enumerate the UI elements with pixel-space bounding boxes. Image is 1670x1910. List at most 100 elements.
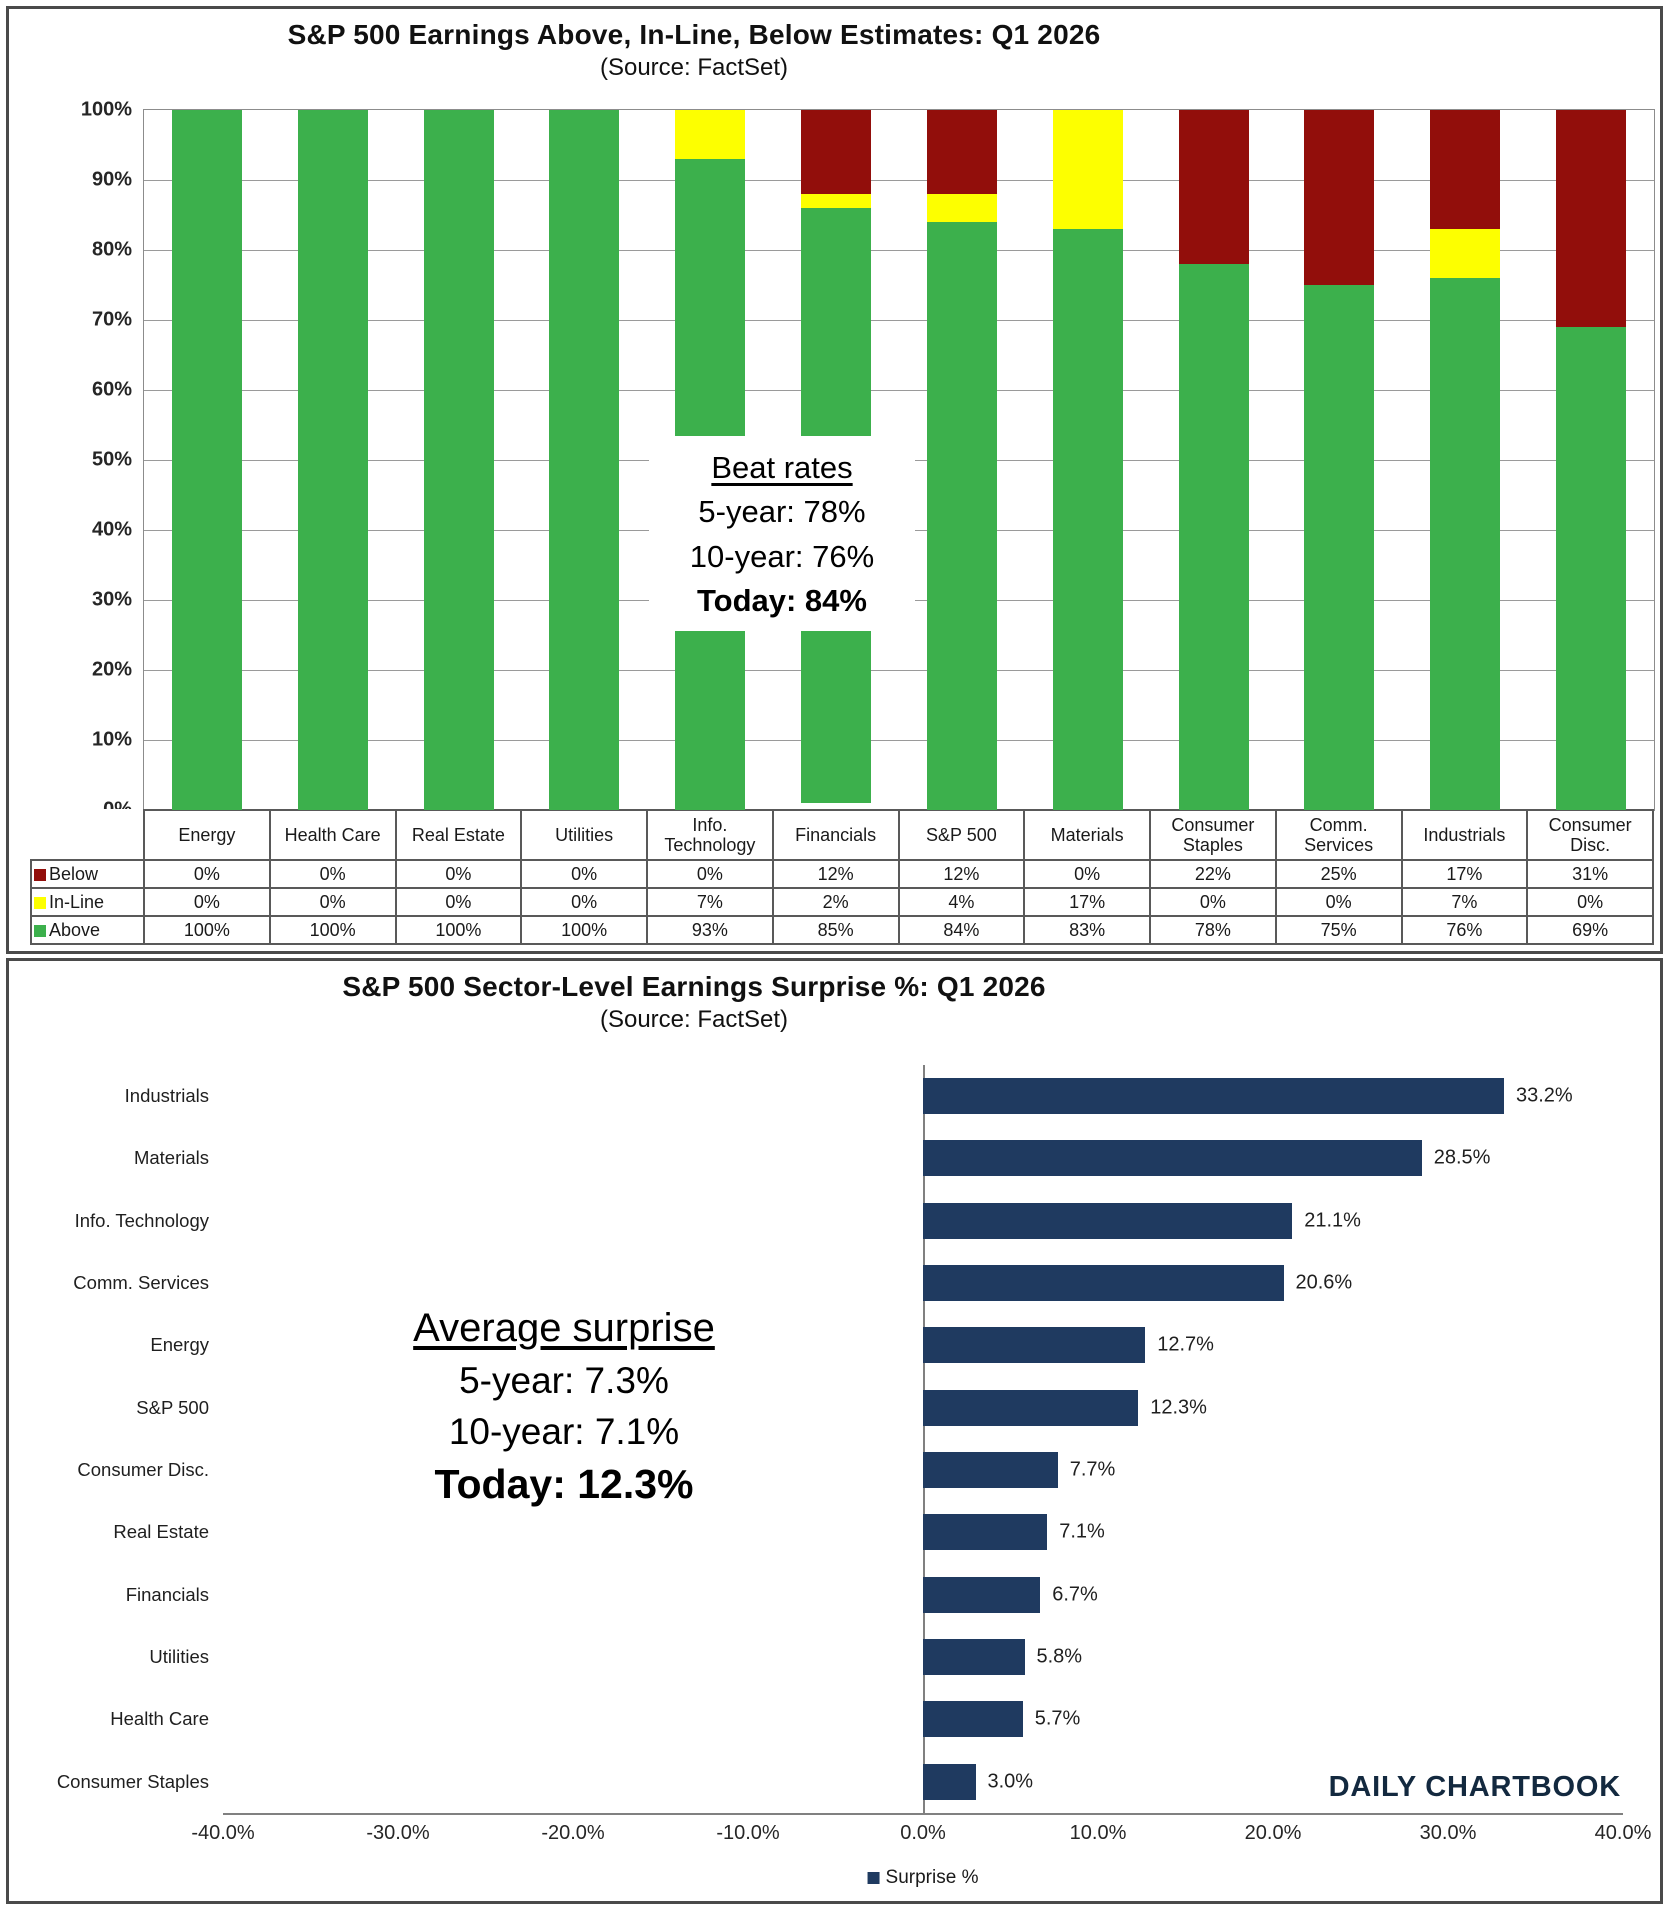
average-surprise-annotation: Average surprise 5-year: 7.3% 10-year: 7… [329, 1301, 799, 1512]
below-segment [1178, 110, 1249, 264]
table-cell: 0% [268, 859, 397, 889]
table-cell: 0% [1149, 887, 1277, 917]
bar-row-materials: Materials 28.5% [134, 1127, 1623, 1189]
bar-s-p-500 [923, 1389, 1139, 1426]
table-cell: 2% [771, 887, 900, 917]
bar-row-energy: Energy 12.7% [150, 1314, 1623, 1376]
category-label: Real Estate [113, 1521, 209, 1543]
annotation-heading: Average surprise [413, 1306, 715, 1350]
chart2-legend: Surprise % [867, 1867, 978, 1889]
category-label: Financials [125, 1583, 209, 1605]
table-body: Below 0% 0% 0% 0% 0% 12% 12% 0% 22% 25% 17% 31% In-Li… [30, 859, 1654, 945]
column-header-health-care: Health Care [268, 809, 397, 861]
stacked-bar-materials [1052, 110, 1123, 810]
y-axis-tick-label: 60% [91, 378, 132, 401]
table-cell: 7% [646, 887, 774, 917]
legend-swatch-below [34, 868, 46, 881]
stacked-bar-industrials [1430, 110, 1501, 810]
category-label: Utilities [149, 1646, 209, 1668]
table-cell: 0% [394, 887, 523, 917]
stacked-bar-real-estate [423, 110, 494, 810]
bar-info-technology [923, 1202, 1293, 1239]
x-axis-tick-label: 30.0% [1419, 1822, 1477, 1844]
below-segment [1556, 110, 1627, 327]
table-cell: 78% [1149, 915, 1277, 945]
category-label: Materials [133, 1147, 209, 1169]
column-header-industrials: Industrials [1400, 809, 1529, 861]
series-name: Below [49, 863, 99, 884]
in-line-segment [926, 194, 997, 222]
bar-row-comm-services: Comm. Services 20.6% [73, 1252, 1623, 1314]
table-cell: 0% [520, 859, 648, 889]
above-segment [1178, 264, 1249, 810]
category-label: Energy [150, 1334, 209, 1356]
column-header-consumer-disc: Consumer Disc. [1526, 809, 1654, 861]
table-cell: 100% [520, 915, 648, 945]
chart1-title-block: S&P 500 Earnings Above, In-Line, Below E… [9, 19, 1379, 82]
series-name: Above [49, 919, 101, 940]
annotation-line-5yr: 5-year: 78% [698, 494, 866, 530]
value-label: 6.7% [1052, 1583, 1098, 1606]
table-cell: 0% [1526, 887, 1654, 917]
series-name: In-Line [49, 891, 105, 912]
stacked-bar-energy [171, 110, 242, 810]
chart2-subtitle: (Source: FactSet) [599, 1006, 789, 1033]
x-axis-tick-label: 40.0% [1594, 1822, 1652, 1844]
below-segment [801, 110, 872, 194]
table-cell: 0% [646, 859, 774, 889]
table-cell: 17% [1400, 859, 1529, 889]
annotation-line-5yr: 5-year: 7.3% [459, 1360, 669, 1402]
x-axis-tick-label: 0.0% [900, 1822, 946, 1844]
category-label: Consumer Staples [56, 1770, 209, 1792]
y-axis-tick-label: 90% [91, 168, 132, 191]
table-cell: 93% [646, 915, 774, 945]
bar-real-estate [923, 1514, 1048, 1551]
table-row-below: Below 0% 0% 0% 0% 0% 12% 12% 0% 22% 25% 17% 31% [30, 859, 1654, 889]
gridline [144, 390, 1654, 391]
annotation-line-today: Today: 12.3% [434, 1461, 694, 1508]
table-row-above: Above 100% 100% 100% 100% 93% 85% 84% 83% 78% 75% 7… [30, 915, 1654, 945]
column-header-s-p-500: S&P 500 [897, 809, 1026, 861]
in-line-segment [675, 110, 746, 159]
above-segment [297, 110, 368, 810]
column-header-materials: Materials [1023, 809, 1151, 861]
legend-swatch [867, 1872, 880, 1884]
table-cell: 7% [1400, 887, 1529, 917]
category-label: Consumer Disc. [77, 1459, 209, 1481]
above-segment [1052, 229, 1123, 810]
y-axis-tick-label: 70% [91, 308, 132, 331]
bar-utilities [923, 1639, 1025, 1675]
in-line-segment [1430, 229, 1501, 278]
x-axis-tick-label: -30.0% [366, 1822, 430, 1844]
gridline [144, 740, 1654, 741]
column-header-real-estate: Real Estate [394, 809, 523, 861]
above-segment [1556, 327, 1627, 810]
gridline [144, 250, 1654, 251]
below-segment [1304, 110, 1375, 285]
in-line-segment [801, 194, 872, 208]
gridline [144, 180, 1654, 181]
bar-industrials [923, 1078, 1504, 1114]
column-header-utilities: Utilities [520, 809, 648, 861]
table-cell: 84% [897, 915, 1026, 945]
chart1-subtitle: (Source: FactSet) [599, 54, 789, 81]
x-axis-tick-label: -10.0% [716, 1822, 780, 1844]
bar-materials [923, 1140, 1422, 1177]
x-axis-tick-label: -40.0% [191, 1822, 255, 1844]
above-segment [1304, 285, 1375, 810]
stacked-bar-comm-services [1304, 110, 1375, 810]
category-label: Comm. Services [73, 1272, 209, 1294]
table-cell: 25% [1274, 859, 1403, 889]
bar-comm-services [923, 1265, 1284, 1301]
x-axis-tick-label: 20.0% [1244, 1822, 1302, 1844]
above-segment [1430, 278, 1501, 810]
column-header-info-technology: Info. Technology [646, 809, 774, 861]
table-cell: 76% [1400, 915, 1529, 945]
earnings-data-table: Energy Health Care Real Estate Utilities Inf… [30, 809, 1654, 945]
value-label: 21.1% [1304, 1209, 1361, 1232]
earnings-beat-chart-panel: S&P 500 Earnings Above, In-Line, Below E… [6, 6, 1663, 954]
bar-row-utilities: Utilities 5.8% [149, 1626, 1623, 1688]
table-cell: 0% [143, 859, 271, 889]
table-cell: 0% [143, 887, 271, 917]
table-cell: 83% [1023, 915, 1151, 945]
